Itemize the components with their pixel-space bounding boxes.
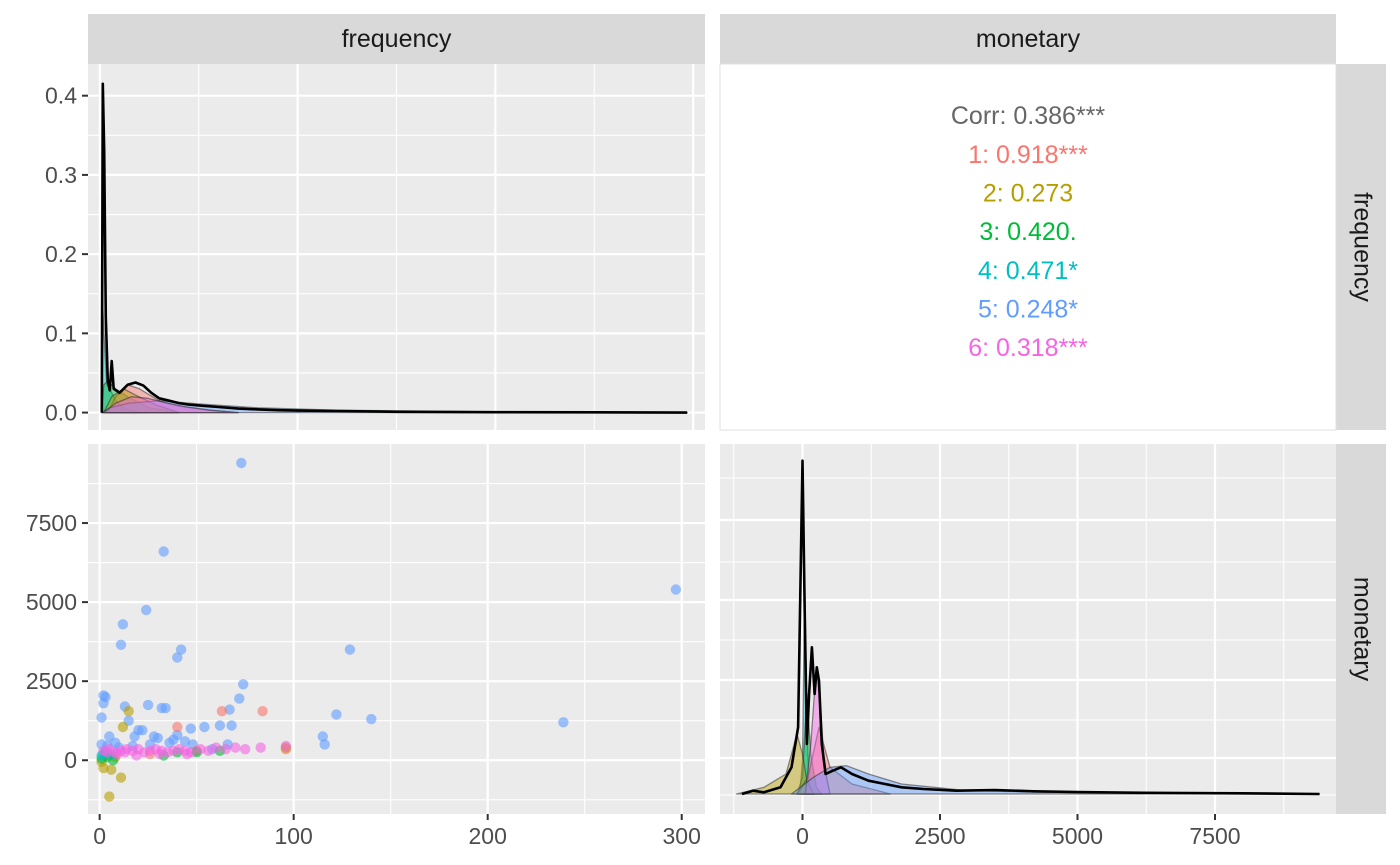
scatter-point-group-5 <box>331 709 342 720</box>
correlation-group-3: 3: 0.420. <box>979 218 1076 246</box>
frequency-density-overall <box>100 82 688 414</box>
scatter-x-tick-label: 200 <box>469 823 507 849</box>
scatter-point-group-1 <box>216 706 228 717</box>
scatter-point-group-6 <box>220 744 231 755</box>
scatter-y-tick-label: 5000 <box>26 589 77 615</box>
frequency-density-y-tick-label: 0.0 <box>45 400 77 426</box>
scatter-point-group-5 <box>670 584 682 595</box>
scatter-point-group-1 <box>172 721 183 733</box>
strip-top-monetary <box>720 14 1336 64</box>
scatter-point-group-5 <box>172 729 183 741</box>
scatter-point-group-6 <box>203 745 214 756</box>
scatter-point-group-5 <box>164 737 175 748</box>
scatter-x-tick-label: 0 <box>93 823 106 849</box>
scatter-point-group-5 <box>226 720 237 731</box>
scatter-point-group-5 <box>158 546 169 557</box>
scatter-point-group-5 <box>96 712 107 723</box>
scatter-point-group-6 <box>240 744 251 755</box>
strip-right-frequency-label: frequency <box>1348 192 1376 302</box>
scatter-point-group-5 <box>319 739 330 750</box>
monetary-density-x-tick-label: 2500 <box>914 823 965 849</box>
scatter-point-group-6 <box>210 742 222 753</box>
scatter-point-group-5 <box>98 698 109 709</box>
scatter-point-group-2 <box>98 762 109 774</box>
scatter-point-group-5 <box>199 721 210 733</box>
panels-layer: 0.0 0.1 0.2 0.3 0.4 Corr: 0.386*** 1: 0.918***… <box>26 63 1337 849</box>
correlation-group-4: 4: 0.471* <box>978 257 1078 285</box>
monetary-density-x-tick-label: 7500 <box>1189 823 1240 849</box>
scatter-point-group-6 <box>230 742 241 753</box>
monetary-density-x-tick-label: 0 <box>796 823 809 849</box>
scatter-point-group-5 <box>317 731 328 742</box>
frequency-density-group-6 <box>103 396 239 414</box>
strip-right-monetary <box>1336 444 1386 814</box>
scatter-point-group-6 <box>181 748 193 760</box>
scatter-point-group-1 <box>257 706 268 717</box>
scatter-point-group-6 <box>255 742 266 753</box>
strip-right-monetary-label: monetary <box>1348 577 1376 682</box>
scatter-y-tick-label: 7500 <box>26 510 77 536</box>
strip-top-frequency-label: frequency <box>342 25 452 53</box>
scatter-point-group-5 <box>214 720 226 731</box>
scatter-point-group-5 <box>236 457 247 469</box>
scatter-point-group-5 <box>117 619 129 630</box>
monetary-density-x-tick-label: 5000 <box>1052 823 1103 849</box>
scatter-point-group-5 <box>179 736 191 747</box>
correlation-group-6: 6: 0.318*** <box>968 334 1088 362</box>
scatter-point-group-6 <box>111 748 123 760</box>
scatter-point-group-5 <box>344 644 356 655</box>
scatter-point-group-2 <box>115 772 127 783</box>
scatter-x-tick-label: 100 <box>274 823 312 849</box>
scatter-y-tick-label: 0 <box>64 747 77 773</box>
scatter-point-group-5 <box>234 693 245 704</box>
correlation-panel <box>719 63 1337 431</box>
scatter-point-group-5 <box>238 679 249 690</box>
scatter-point-group-6 <box>154 748 165 760</box>
scatter-point-group-6 <box>131 750 142 761</box>
scatter-y-tick-label: 2500 <box>26 668 77 694</box>
scatter-point-group-5 <box>129 731 140 742</box>
scatter-point-group-5 <box>558 717 569 728</box>
scatter-point-group-6 <box>280 740 292 752</box>
monetary-density-overall <box>741 459 1320 796</box>
scatter-point-group-2 <box>104 791 115 802</box>
scatter-point-group-5 <box>142 699 154 711</box>
scatter-point-group-5 <box>148 731 160 742</box>
correlation-overall: Corr: 0.386*** <box>951 102 1106 130</box>
scatter-point-group-5 <box>175 644 187 655</box>
scatter-point-group-5 <box>172 652 183 663</box>
frequency-density-y-tick-label: 0.2 <box>45 241 77 267</box>
scatter-point-group-6 <box>195 744 206 755</box>
correlation-group-5: 5: 0.248* <box>978 295 1078 323</box>
frequency-density-y-tick-label: 0.4 <box>45 83 77 109</box>
scatter-point-group-5 <box>141 604 152 616</box>
correlation-group-2: 2: 0.273 <box>983 180 1073 208</box>
strip-right-frequency <box>1336 64 1386 430</box>
frequency-density-y-tick-label: 0.1 <box>45 320 77 346</box>
scatter-point-group-6 <box>102 747 113 758</box>
scatter-x-tick-label: 300 <box>663 823 701 849</box>
strip-top-monetary-label: monetary <box>976 25 1081 53</box>
scatter-point-group-2 <box>117 721 129 733</box>
scatter-point-group-5 <box>366 713 377 725</box>
frequency-density-y-tick-label: 0.3 <box>45 162 77 188</box>
scatter-point-group-2 <box>123 706 134 717</box>
scatter-point-group-5 <box>185 723 196 734</box>
strip-top-frequency <box>88 14 705 64</box>
correlation-group-1: 1: 0.918*** <box>968 141 1088 169</box>
scatter-point-group-5 <box>160 702 171 714</box>
scatter-point-group-6 <box>119 747 131 758</box>
scatter-panel <box>88 444 705 814</box>
scatter-point-group-2 <box>106 764 117 775</box>
scatter-point-group-5 <box>137 725 148 736</box>
scatter-point-group-5 <box>115 639 127 650</box>
